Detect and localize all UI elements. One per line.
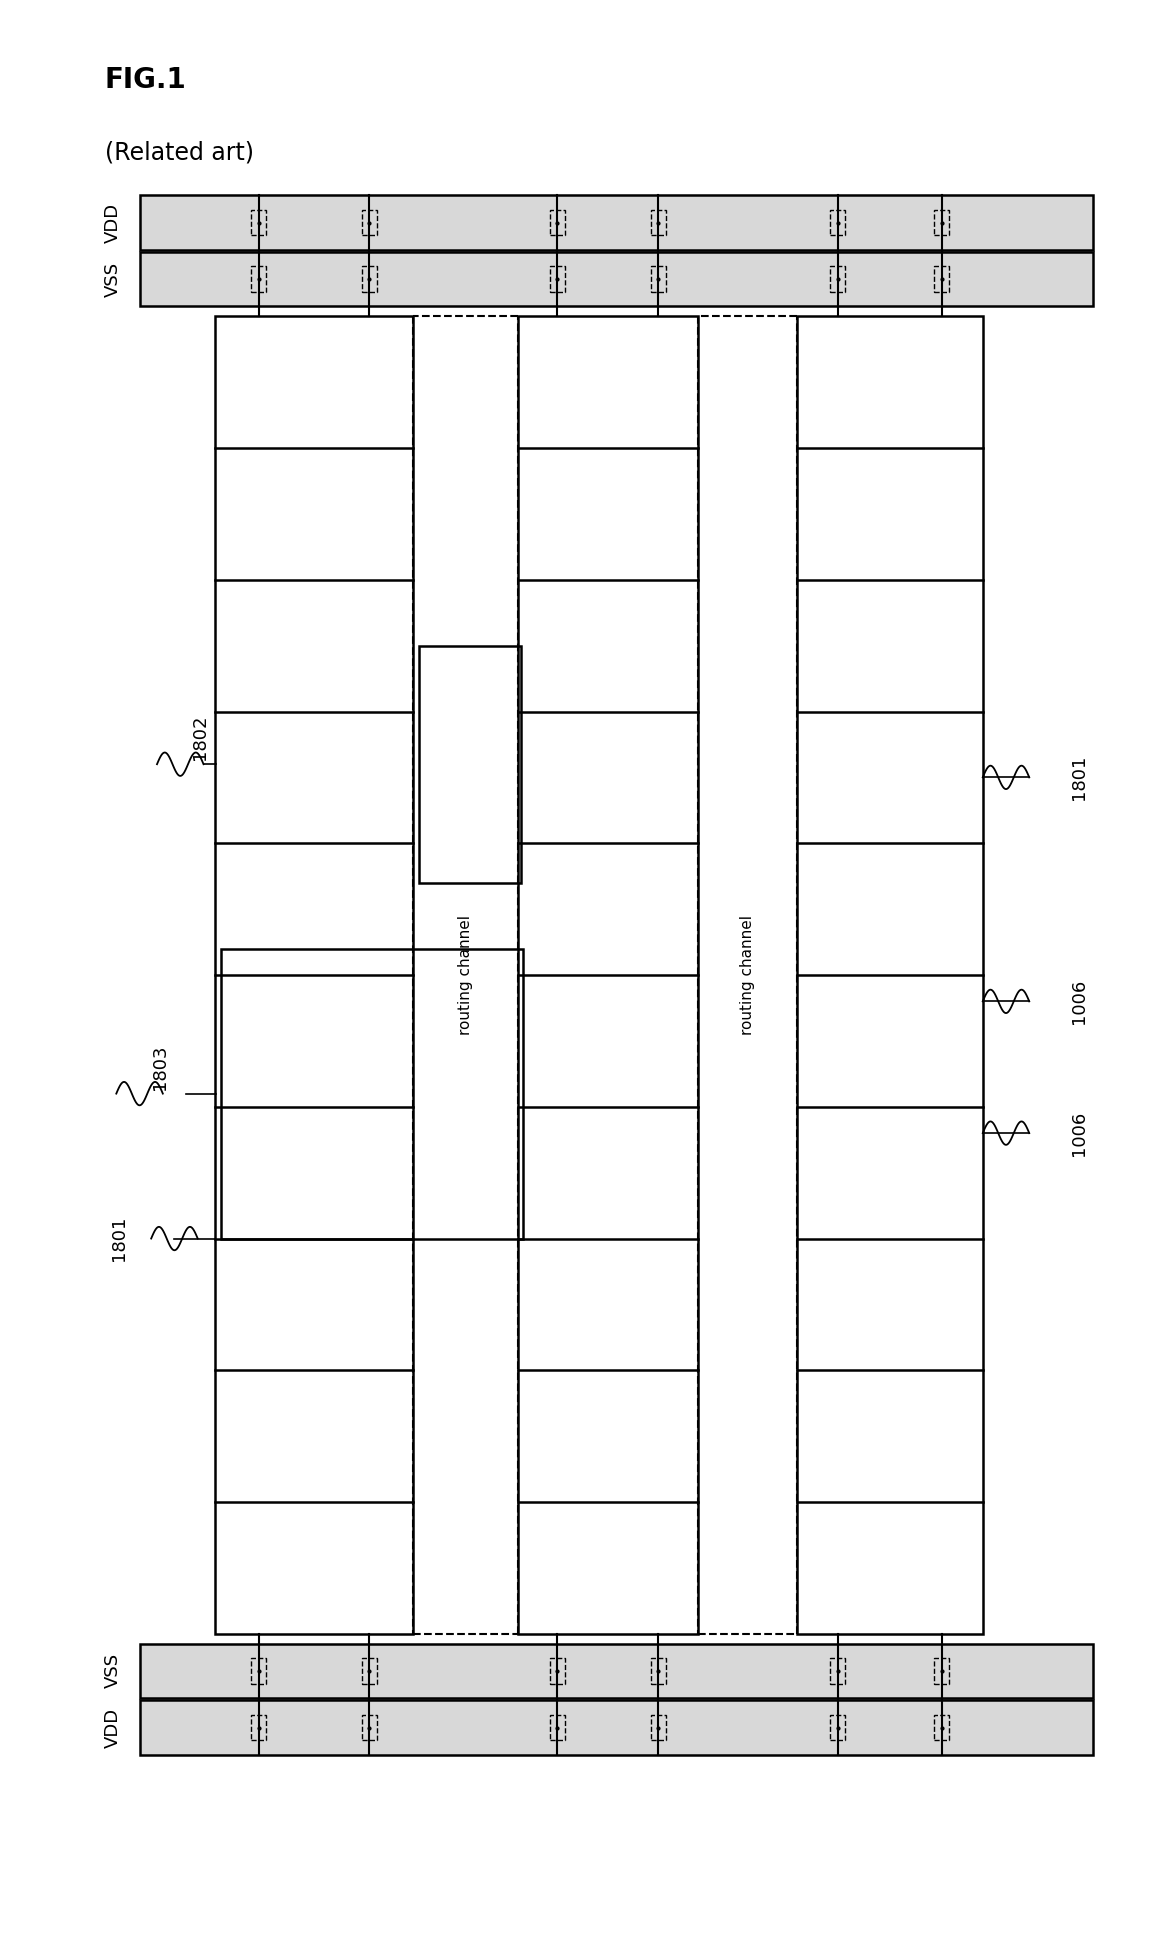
Bar bbox=[140, 195, 1093, 250]
Bar bbox=[934, 209, 949, 234]
Bar bbox=[830, 1714, 846, 1741]
Text: FIG.1: FIG.1 bbox=[105, 66, 186, 94]
Bar bbox=[362, 265, 377, 291]
Bar bbox=[830, 1657, 846, 1683]
Bar bbox=[650, 1714, 665, 1741]
Bar bbox=[140, 1700, 1093, 1755]
Bar bbox=[797, 316, 983, 1634]
Bar bbox=[221, 949, 523, 1238]
Bar bbox=[550, 209, 565, 234]
Text: 1801: 1801 bbox=[110, 1216, 128, 1261]
Bar bbox=[362, 1714, 377, 1741]
Bar bbox=[215, 316, 413, 1634]
Text: routing channel: routing channel bbox=[740, 915, 755, 1035]
Bar bbox=[830, 265, 846, 291]
Bar bbox=[550, 1657, 565, 1683]
Text: (Related art): (Related art) bbox=[105, 141, 254, 164]
Bar bbox=[650, 1657, 665, 1683]
Text: VDD: VDD bbox=[105, 203, 122, 242]
Bar bbox=[251, 1714, 266, 1741]
Bar bbox=[362, 1657, 377, 1683]
Bar bbox=[140, 252, 1093, 306]
Text: VSS: VSS bbox=[105, 262, 122, 297]
Bar bbox=[934, 1657, 949, 1683]
Bar bbox=[251, 265, 266, 291]
Bar bbox=[550, 265, 565, 291]
Bar bbox=[650, 265, 665, 291]
Text: VSS: VSS bbox=[105, 1653, 122, 1688]
Bar bbox=[830, 209, 846, 234]
Text: 1006: 1006 bbox=[1070, 978, 1087, 1025]
Bar bbox=[934, 265, 949, 291]
Text: 1006: 1006 bbox=[1070, 1111, 1087, 1156]
Text: routing channel: routing channel bbox=[458, 915, 472, 1035]
Bar bbox=[251, 1657, 266, 1683]
Bar bbox=[251, 209, 266, 234]
Text: 1802: 1802 bbox=[192, 714, 209, 759]
Text: VDD: VDD bbox=[105, 1708, 122, 1747]
Bar bbox=[550, 1714, 565, 1741]
Bar bbox=[362, 209, 377, 234]
Text: 1801: 1801 bbox=[1070, 755, 1087, 800]
Bar bbox=[419, 646, 521, 882]
Bar bbox=[140, 1644, 1093, 1698]
Bar bbox=[934, 1714, 949, 1741]
Bar bbox=[518, 316, 698, 1634]
Text: 1803: 1803 bbox=[151, 1044, 169, 1089]
Bar bbox=[650, 209, 665, 234]
